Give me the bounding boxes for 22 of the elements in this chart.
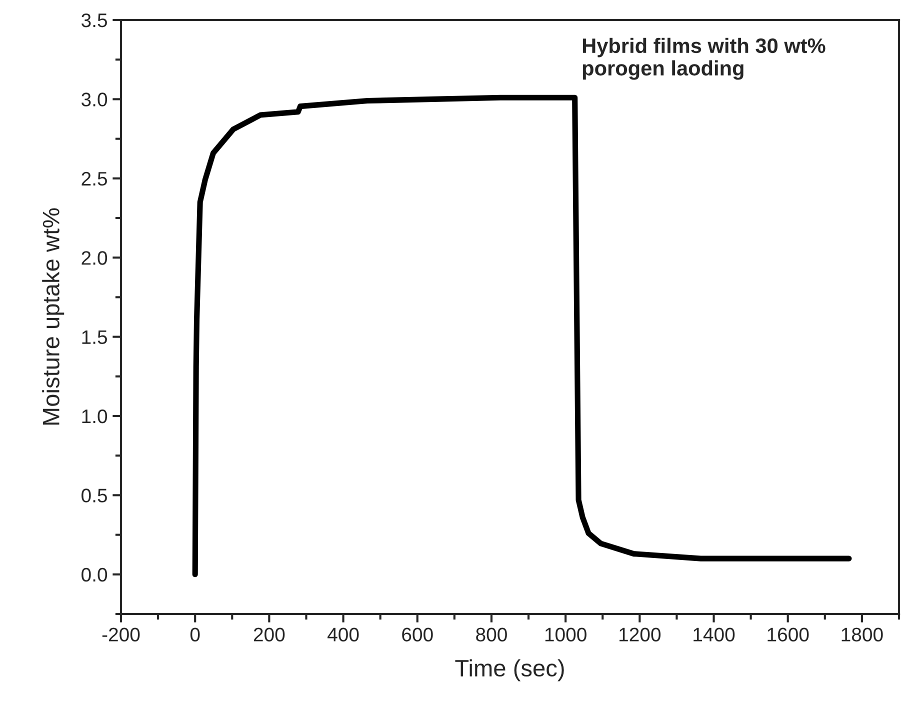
x-tick-label: 1200	[620, 628, 661, 642]
x-tick-label: 600	[402, 628, 433, 642]
y-tick-label: 1.5	[82, 330, 107, 344]
y-tick-label: 1.0	[82, 409, 108, 424]
x-tick-label: 800	[476, 628, 507, 642]
x-tick-label: 1000	[545, 628, 586, 642]
x-tick-label: 0	[190, 628, 200, 642]
y-axis-title: Moisture uptake wt%	[42, 208, 64, 425]
x-axis-title: Time (sec)	[455, 659, 564, 682]
y-tick-label: 2.5	[82, 172, 107, 186]
annotation: Hybrid films with 30 wt% porogen laoding	[582, 38, 826, 80]
x-tick-label: -200	[102, 628, 140, 642]
x-tick-label: 1600	[768, 628, 809, 642]
x-tick-label: 200	[254, 628, 285, 642]
y-tick-label: 3.5	[82, 13, 107, 28]
x-tick-label: 1400	[694, 628, 735, 642]
y-tick-label: 0.5	[82, 488, 107, 502]
x-tick-label: 1800	[842, 628, 883, 642]
y-tick-label: 0.0	[82, 568, 108, 582]
y-tick-label: 3.0	[82, 92, 108, 106]
y-tick-label: 2.0	[82, 251, 108, 265]
x-tick-label: 400	[328, 628, 359, 642]
